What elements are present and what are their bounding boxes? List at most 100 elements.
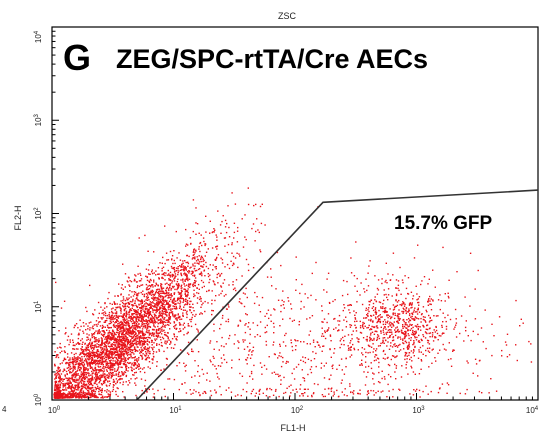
scatter-point bbox=[101, 370, 103, 372]
scatter-point bbox=[387, 363, 390, 366]
scatter-point bbox=[87, 387, 89, 389]
scatter-point bbox=[94, 379, 97, 381]
scatter-point bbox=[81, 356, 83, 358]
scatter-point bbox=[379, 321, 381, 324]
scatter-point bbox=[376, 338, 379, 340]
scatter-point bbox=[146, 307, 148, 310]
scatter-point bbox=[429, 300, 431, 302]
scatter-point bbox=[493, 335, 495, 337]
scatter-point bbox=[174, 276, 176, 279]
scatter-point bbox=[71, 394, 73, 397]
scatter-point bbox=[202, 281, 205, 284]
scatter-point bbox=[113, 332, 116, 334]
scatter-point bbox=[224, 226, 227, 228]
scatter-point bbox=[297, 363, 300, 366]
scatter-point bbox=[140, 274, 142, 276]
scatter-point bbox=[171, 285, 174, 288]
scatter-point bbox=[377, 319, 380, 321]
scatter-point bbox=[68, 377, 70, 379]
scatter-point bbox=[130, 296, 132, 298]
scatter-point bbox=[200, 312, 202, 314]
scatter-point bbox=[68, 396, 70, 398]
scatter-point bbox=[79, 396, 81, 398]
scatter-point bbox=[307, 358, 310, 360]
scatter-point bbox=[75, 373, 78, 376]
scatter-point bbox=[152, 309, 154, 311]
scatter-point bbox=[131, 342, 133, 344]
scatter-point bbox=[146, 348, 148, 351]
scatter-point bbox=[91, 359, 93, 361]
scatter-point bbox=[427, 301, 429, 303]
scatter-point bbox=[357, 349, 359, 351]
scatter-point bbox=[114, 312, 116, 314]
scatter-point bbox=[118, 283, 120, 285]
scatter-point bbox=[185, 269, 187, 271]
scatter-point bbox=[88, 356, 90, 358]
scatter-point bbox=[354, 317, 356, 319]
scatter-point bbox=[372, 302, 375, 305]
scatter-point bbox=[416, 323, 419, 326]
scatter-point bbox=[244, 236, 246, 238]
scatter-point bbox=[138, 368, 140, 370]
scatter-point bbox=[150, 306, 152, 308]
scatter-point bbox=[182, 268, 185, 271]
scatter-point bbox=[172, 302, 174, 304]
scatter-point bbox=[128, 330, 130, 332]
scatter-point bbox=[133, 364, 135, 366]
scatter-point bbox=[107, 334, 109, 336]
scatter-point bbox=[311, 272, 313, 275]
scatter-point bbox=[414, 307, 416, 309]
scatter-point bbox=[86, 333, 88, 335]
scatter-point bbox=[99, 351, 102, 353]
scatter-point bbox=[113, 374, 115, 376]
scatter-point bbox=[413, 343, 415, 345]
scatter-point bbox=[99, 379, 102, 381]
scatter-point bbox=[117, 353, 119, 355]
scatter-point bbox=[194, 315, 196, 317]
scatter-point bbox=[160, 300, 162, 303]
scatter-point bbox=[91, 362, 93, 364]
scatter-point bbox=[88, 343, 91, 345]
scatter-point bbox=[367, 312, 369, 315]
scatter-point bbox=[60, 373, 63, 375]
scatter-point bbox=[408, 352, 411, 354]
scatter-point bbox=[409, 319, 412, 322]
scatter-point bbox=[122, 299, 124, 302]
scatter-point bbox=[54, 363, 56, 366]
scatter-point bbox=[147, 336, 149, 339]
scatter-point bbox=[164, 299, 166, 301]
scatter-point bbox=[132, 332, 134, 334]
scatter-point bbox=[374, 307, 377, 309]
scatter-point bbox=[112, 353, 114, 356]
scatter-point bbox=[169, 274, 171, 277]
scatter-point bbox=[107, 350, 109, 352]
scatter-point bbox=[117, 351, 119, 353]
scatter-point bbox=[159, 331, 162, 333]
scatter-point bbox=[402, 301, 404, 303]
scatter-point bbox=[406, 324, 408, 326]
scatter-point bbox=[112, 357, 115, 359]
scatter-point bbox=[161, 283, 163, 286]
scatter-point bbox=[412, 343, 414, 346]
scatter-point bbox=[188, 272, 190, 274]
scatter-point bbox=[362, 323, 364, 326]
scatter-point bbox=[224, 219, 227, 222]
scatter-point bbox=[70, 396, 72, 399]
scatter-point bbox=[174, 325, 176, 327]
scatter-point bbox=[412, 298, 414, 300]
scatter-point bbox=[148, 332, 150, 334]
scatter-point bbox=[194, 252, 196, 254]
scatter-point bbox=[425, 309, 427, 312]
scatter-point bbox=[146, 303, 148, 305]
scatter-point bbox=[159, 328, 161, 330]
scatter-point bbox=[232, 255, 235, 258]
scatter-point bbox=[59, 370, 61, 373]
scatter-point bbox=[145, 312, 147, 315]
scatter-point bbox=[163, 301, 165, 303]
scatter-point bbox=[71, 389, 73, 391]
scatter-point bbox=[104, 326, 106, 328]
scatter-point bbox=[77, 365, 80, 368]
scatter-point bbox=[113, 352, 116, 355]
scatter-point bbox=[166, 274, 168, 276]
scatter-point bbox=[140, 301, 142, 303]
